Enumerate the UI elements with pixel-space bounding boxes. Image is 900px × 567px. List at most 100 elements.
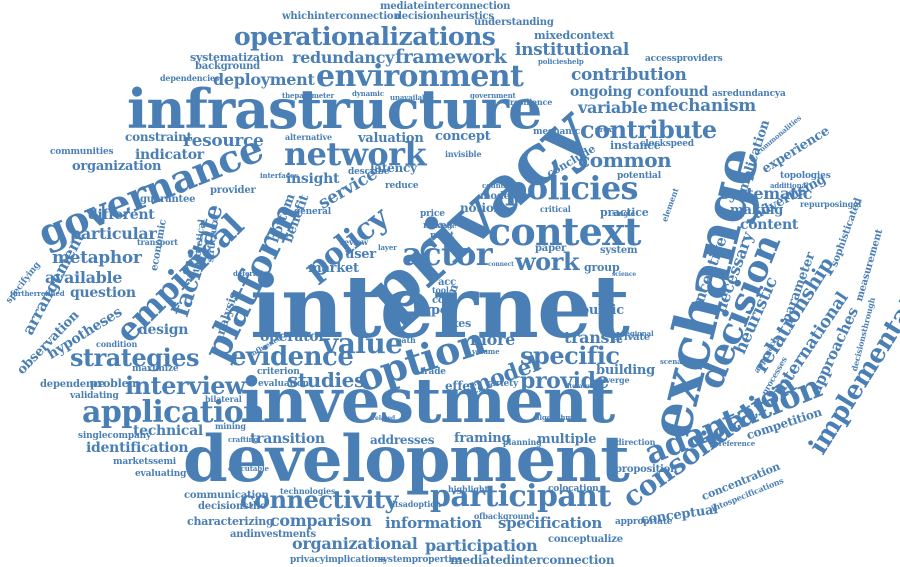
word-content: content bbox=[740, 217, 799, 233]
word-converge: converge bbox=[590, 375, 630, 385]
word-alternative: alternative bbox=[285, 132, 332, 142]
word-studies: studies bbox=[287, 368, 365, 392]
word-context: context bbox=[488, 209, 641, 254]
word-organizational: organizational bbox=[292, 534, 418, 553]
word-price: price bbox=[420, 209, 445, 219]
word-background: background bbox=[195, 61, 260, 72]
word-multiple: multiple bbox=[537, 432, 597, 447]
word-comparison: comparison bbox=[270, 511, 372, 530]
word-measurement: measurement bbox=[854, 228, 886, 303]
word-mechanism: mechanism bbox=[650, 96, 756, 116]
word-identification: identification bbox=[86, 440, 189, 456]
word-user: user bbox=[345, 247, 376, 262]
word-transit: transit bbox=[564, 328, 623, 347]
word-connectivity: connectivity bbox=[240, 485, 398, 514]
word-topologies: topologies bbox=[780, 171, 831, 181]
word-public: public bbox=[580, 303, 624, 318]
word-connect: connect bbox=[488, 261, 514, 268]
word-trade: trade bbox=[420, 367, 446, 377]
word-experience: experience bbox=[759, 123, 833, 177]
word-problem: problem bbox=[90, 377, 140, 390]
word-framing: framing bbox=[454, 431, 511, 446]
word-ixes: ixes bbox=[448, 317, 472, 330]
word-insight: insight bbox=[286, 171, 340, 187]
word-regional: regional bbox=[622, 329, 654, 338]
word-proposition: proposition bbox=[615, 464, 678, 475]
word-single: single bbox=[612, 209, 635, 218]
word-contribution: contribution bbox=[571, 65, 687, 85]
word-layer: layer bbox=[378, 243, 397, 252]
word-internet: internet bbox=[250, 257, 630, 358]
word-andinvestments: andinvestments bbox=[230, 529, 316, 540]
word-volume: volume bbox=[472, 347, 500, 356]
word-planning: planning bbox=[503, 437, 542, 447]
word-validating: validating bbox=[70, 391, 119, 401]
word-technical: technical bbox=[133, 423, 203, 439]
word-organization: organization bbox=[72, 159, 162, 174]
word-systemproperties: systemproperties bbox=[378, 555, 463, 565]
word-paper: paper bbox=[535, 243, 567, 254]
word-effect: effect bbox=[445, 379, 483, 393]
word-interfaces: interfaces bbox=[260, 171, 298, 180]
word-notion: notion bbox=[460, 201, 503, 215]
word-available: available bbox=[45, 268, 123, 287]
word-invisible: invisible bbox=[445, 149, 482, 159]
word-literature: literature bbox=[565, 383, 597, 390]
word-constraint: constraint bbox=[125, 130, 192, 144]
word-ongoing: ongoing bbox=[570, 84, 632, 100]
word-review: review bbox=[340, 237, 369, 247]
word-proxy: proxy bbox=[595, 125, 616, 134]
word-operator: operator bbox=[260, 329, 326, 345]
word-communities: communities bbox=[50, 147, 114, 157]
word-instance: instance bbox=[610, 139, 661, 152]
word-crafting: crafting bbox=[228, 435, 259, 444]
word-infrastructure: infrastructure bbox=[127, 77, 542, 141]
word-evaluating: evaluating bbox=[135, 469, 187, 479]
word-theparameter: theparameter bbox=[282, 91, 334, 100]
word-strategies: strategies bbox=[70, 343, 200, 372]
word-specification: specification bbox=[498, 514, 602, 532]
word-type: type bbox=[418, 303, 448, 318]
word-indicator: indicator bbox=[135, 147, 204, 163]
word-different: different bbox=[88, 207, 155, 223]
word-application: application bbox=[82, 395, 265, 430]
word-direction: direction bbox=[616, 437, 656, 447]
word-interview: interview bbox=[125, 371, 246, 400]
word-specific: specific bbox=[520, 341, 620, 370]
word-technologies: technologies bbox=[280, 486, 336, 496]
word-guarantee: guarantee bbox=[140, 194, 196, 205]
word-system: system bbox=[600, 245, 638, 256]
word-valuation: valuation bbox=[358, 131, 424, 146]
word-actor: actor bbox=[402, 235, 493, 273]
word-whichinterconnection: whichinterconnection bbox=[282, 11, 401, 22]
word-critical: critical bbox=[540, 204, 571, 214]
word-executable: executable bbox=[228, 464, 269, 473]
word-scenario: scenario bbox=[660, 357, 693, 366]
word-making: making bbox=[730, 203, 784, 218]
word-evaluation: evaluation bbox=[258, 379, 309, 389]
word-transport: transport bbox=[137, 237, 178, 247]
word-mediatedinterconnection: mediatedinterconnection bbox=[450, 553, 615, 567]
word-dependence: dependence bbox=[40, 379, 106, 390]
word-related: related bbox=[372, 415, 396, 422]
word-most: most bbox=[430, 231, 455, 241]
word-government: government bbox=[470, 91, 516, 100]
word-work: work bbox=[515, 247, 580, 276]
word-dependencies: dependencies bbox=[160, 73, 220, 83]
word-practice: practice bbox=[600, 206, 649, 219]
word-ofbackground: ofbackground bbox=[474, 511, 535, 521]
word-latency: latency bbox=[370, 161, 417, 175]
word-unavailable: unavailable bbox=[390, 93, 434, 102]
word-confound: confound bbox=[637, 84, 709, 100]
word-element: element bbox=[659, 186, 681, 224]
word-more: more bbox=[470, 330, 515, 349]
word-decisionsthe: decisionsthe bbox=[198, 501, 267, 512]
word-investment: investment bbox=[240, 364, 615, 437]
word-appropriate: appropriate bbox=[615, 517, 673, 527]
word-particular: particular bbox=[70, 224, 157, 243]
word-deferral: deferral bbox=[233, 269, 264, 278]
word-mixedcontext: mixedcontext bbox=[534, 29, 615, 42]
word-development: development bbox=[183, 422, 630, 497]
word-science: science bbox=[612, 271, 637, 278]
word-environment: environment bbox=[316, 59, 524, 94]
